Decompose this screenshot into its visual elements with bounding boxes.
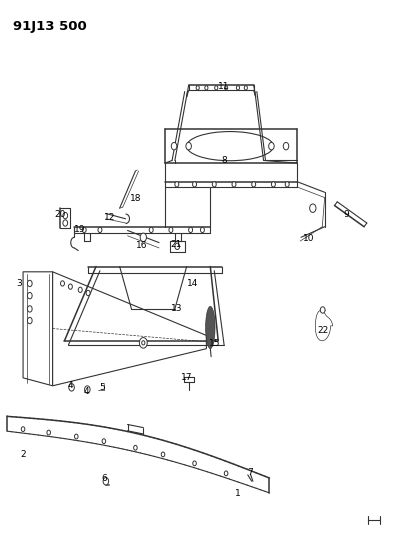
Circle shape (215, 86, 218, 90)
Circle shape (171, 142, 177, 150)
Circle shape (142, 341, 145, 345)
Polygon shape (206, 306, 215, 349)
Circle shape (82, 227, 86, 232)
Circle shape (193, 182, 197, 187)
Text: 4: 4 (83, 386, 89, 395)
Circle shape (225, 86, 227, 90)
Text: 22: 22 (317, 326, 328, 335)
Circle shape (149, 227, 153, 232)
Circle shape (169, 227, 173, 232)
Text: 2: 2 (20, 450, 26, 459)
Text: 6: 6 (101, 474, 107, 483)
Text: 7: 7 (247, 468, 252, 477)
Text: 4: 4 (67, 381, 73, 390)
Circle shape (85, 386, 90, 393)
Circle shape (21, 427, 25, 432)
Circle shape (60, 281, 64, 286)
Circle shape (283, 142, 289, 150)
Circle shape (310, 204, 316, 213)
Text: 11: 11 (218, 82, 230, 91)
Circle shape (69, 384, 74, 391)
Circle shape (139, 337, 147, 348)
Text: 21: 21 (170, 240, 181, 249)
Circle shape (205, 86, 208, 90)
Circle shape (68, 284, 72, 289)
Text: 17: 17 (181, 373, 193, 382)
Circle shape (98, 227, 102, 232)
Circle shape (189, 227, 193, 232)
Text: 15: 15 (208, 339, 220, 348)
Circle shape (102, 439, 106, 443)
Circle shape (232, 182, 236, 187)
Circle shape (196, 86, 199, 90)
Circle shape (175, 182, 179, 187)
Circle shape (236, 86, 239, 90)
Text: 9: 9 (343, 210, 349, 219)
Circle shape (320, 307, 325, 313)
Circle shape (27, 293, 32, 299)
Circle shape (193, 461, 197, 466)
Circle shape (175, 243, 179, 249)
Circle shape (272, 182, 276, 187)
Circle shape (27, 280, 32, 287)
Polygon shape (23, 272, 53, 386)
Circle shape (63, 213, 67, 219)
Circle shape (212, 182, 216, 187)
Polygon shape (315, 310, 333, 341)
Text: 1: 1 (235, 489, 241, 498)
Circle shape (103, 478, 109, 485)
Circle shape (140, 233, 146, 241)
Circle shape (75, 434, 78, 439)
Text: 91J13 500: 91J13 500 (13, 20, 87, 33)
Text: 18: 18 (130, 194, 141, 203)
Text: 8: 8 (221, 156, 227, 165)
Text: 16: 16 (136, 241, 147, 250)
Text: 3: 3 (16, 279, 22, 288)
Circle shape (47, 430, 50, 435)
Polygon shape (53, 272, 206, 386)
Circle shape (63, 220, 67, 226)
Text: 19: 19 (74, 225, 85, 234)
Text: 10: 10 (303, 235, 315, 244)
Circle shape (269, 142, 274, 150)
Circle shape (252, 182, 256, 187)
Circle shape (78, 287, 82, 293)
Circle shape (161, 452, 165, 457)
Circle shape (200, 227, 204, 232)
Text: 14: 14 (187, 279, 198, 288)
Circle shape (86, 290, 90, 296)
Text: 13: 13 (171, 304, 183, 313)
Circle shape (186, 142, 191, 150)
Text: 12: 12 (104, 213, 116, 222)
Circle shape (224, 471, 228, 476)
Circle shape (244, 86, 247, 90)
Text: 5: 5 (99, 383, 105, 392)
Circle shape (285, 182, 289, 187)
Circle shape (27, 317, 32, 324)
Circle shape (27, 306, 32, 312)
Circle shape (134, 446, 137, 450)
Text: 20: 20 (54, 210, 66, 219)
